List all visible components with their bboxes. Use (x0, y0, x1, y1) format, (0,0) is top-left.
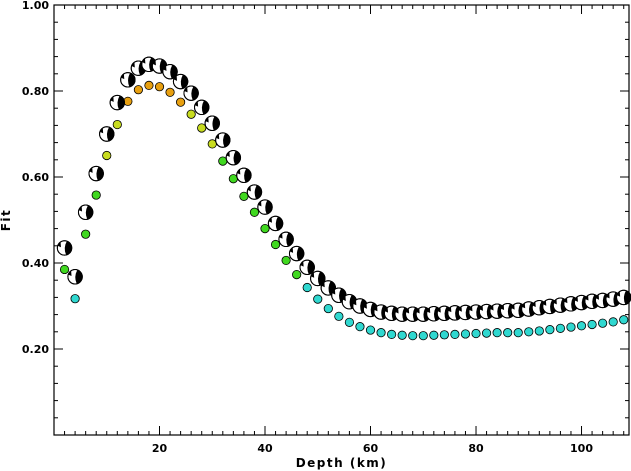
fit-point (70, 294, 80, 304)
x-tick-label: 60 (363, 442, 379, 455)
y-tick-label: 0.40 (22, 257, 49, 270)
fit-point (302, 282, 312, 293)
mechanism-beachball (267, 215, 284, 232)
mechanism-beachball (99, 126, 115, 142)
fit-point (619, 315, 629, 325)
fit-point (249, 207, 260, 217)
fit-point (503, 328, 513, 338)
fit-point (429, 330, 439, 340)
mechanism-beachball (225, 149, 242, 166)
mechanism-beachball (172, 73, 189, 90)
fit-point (344, 317, 355, 327)
mechanism-beachball (194, 99, 210, 116)
fit-point (102, 150, 112, 161)
fit-point (598, 318, 608, 328)
fit-point (566, 322, 576, 332)
mechanism-beachball (278, 231, 294, 248)
data-points (56, 56, 631, 341)
fit-point (545, 325, 555, 335)
fit-point (376, 328, 386, 338)
fit-point (334, 311, 344, 321)
y-axis-title: Fit (0, 209, 13, 232)
mechanism-beachball (109, 94, 126, 111)
fit-point (186, 109, 196, 119)
mechanism-beachball (88, 165, 104, 182)
fit-point (270, 239, 281, 250)
fit-point (292, 270, 302, 280)
fit-point (133, 85, 144, 95)
mechanism-beachball (236, 167, 252, 183)
fit-point (555, 323, 566, 333)
fit-point (481, 328, 492, 338)
fit-point (59, 264, 70, 275)
mechanism-beachball (204, 115, 220, 131)
mechanism-beachball (162, 63, 178, 80)
mechanism-beachball (246, 184, 263, 200)
y-tick-label: 0.60 (22, 171, 49, 184)
fit-point (144, 80, 154, 91)
fit-point (513, 328, 523, 338)
fit-point (365, 325, 376, 335)
x-tick-label: 80 (468, 442, 484, 455)
x-axis-ticks: 20 40 60 80 100 (64, 5, 625, 455)
fit-point (355, 322, 365, 332)
fit-point (112, 119, 122, 130)
x-tick-label: 20 (152, 442, 168, 455)
fit-point (91, 190, 101, 200)
fit-point (154, 82, 165, 92)
mechanism-beachball (120, 72, 136, 88)
fit-point (81, 229, 91, 239)
mechanism-beachball (257, 199, 273, 215)
fit-point (460, 329, 471, 339)
mechanism-beachball (288, 245, 305, 262)
fit-point (450, 329, 460, 339)
mechanism-beachball (299, 259, 315, 275)
fit-point (397, 330, 407, 340)
plot-frame (53, 4, 630, 436)
fit-point (471, 328, 481, 339)
y-tick-label: 1.00 (22, 0, 49, 12)
fit-point (165, 87, 175, 97)
fit-point (587, 319, 597, 330)
mechanism-beachball (67, 269, 83, 285)
mechanism-beachball (77, 204, 94, 220)
y-axis-ticks: 0.20 0.40 0.60 0.80 1.00 (22, 0, 629, 419)
fit-point (524, 327, 534, 337)
mechanism-beachball (183, 85, 199, 101)
fit-point (313, 294, 323, 304)
y-tick-label: 0.20 (22, 343, 49, 356)
fit-point (418, 331, 428, 341)
fit-point (197, 123, 207, 133)
fit-point (123, 96, 133, 106)
fit-point (576, 321, 587, 331)
y-tick-label: 0.80 (22, 85, 49, 98)
fit-point (492, 328, 502, 338)
fit-point (260, 224, 270, 234)
fit-point (439, 330, 449, 340)
fit-point (281, 255, 291, 266)
x-tick-label: 40 (257, 442, 273, 455)
fit-point (408, 331, 418, 341)
fit-point (323, 303, 333, 314)
fit-point (608, 317, 618, 327)
x-axis-title: Depth (km) (296, 456, 388, 470)
fit-point (176, 97, 186, 107)
x-tick-label: 100 (570, 442, 593, 455)
fit-point (387, 329, 397, 339)
mechanism-beachball (310, 270, 326, 287)
fit-point (534, 326, 544, 336)
mechanism-beachball (56, 240, 73, 256)
fit-point (239, 191, 249, 201)
mechanism-beachball (215, 132, 231, 148)
